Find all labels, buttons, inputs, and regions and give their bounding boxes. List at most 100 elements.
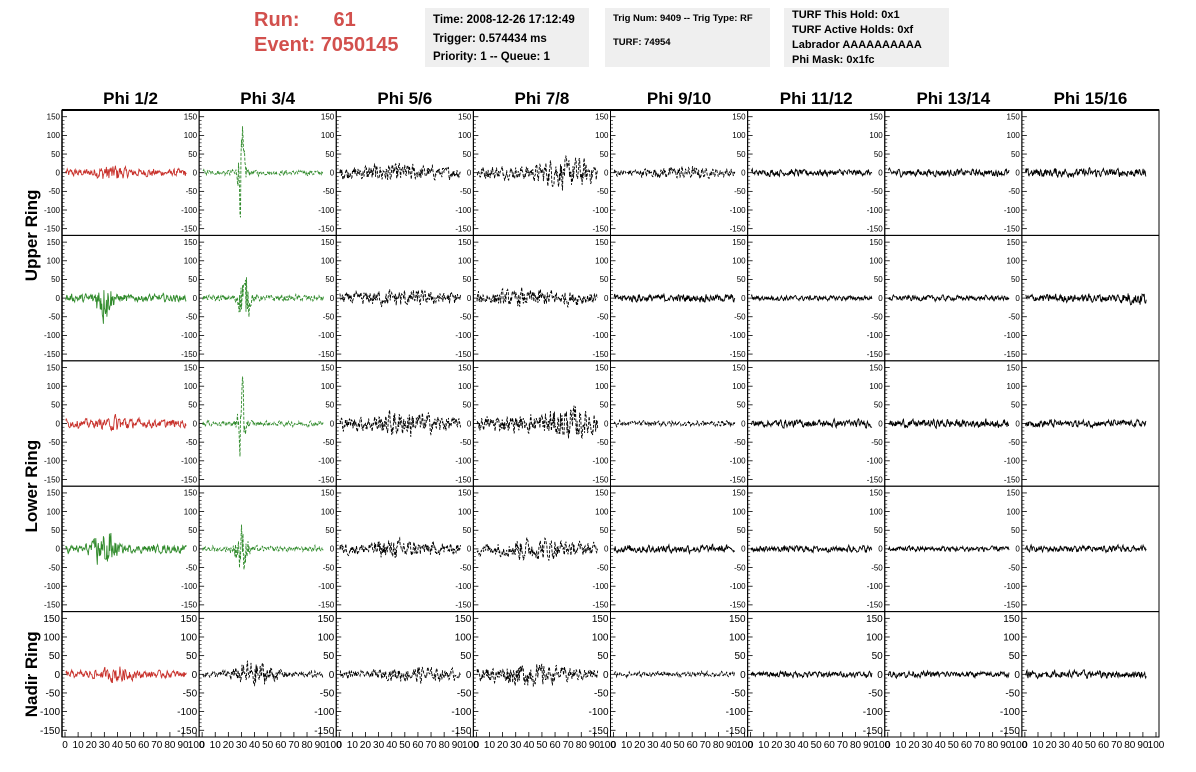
- y-tick-label: -100: [44, 457, 61, 466]
- y-tick-label: -100: [451, 707, 471, 718]
- y-tick-label: 50: [874, 401, 883, 410]
- x-tick-label: 10: [484, 740, 496, 751]
- y-tick-label: 150: [1007, 363, 1021, 372]
- y-tick-label: -150: [1004, 224, 1021, 233]
- y-tick-label: 100: [1003, 632, 1020, 643]
- y-tick-label: -150: [451, 726, 471, 737]
- y-tick-label: -100: [318, 457, 335, 466]
- y-tick-label: -100: [455, 582, 472, 591]
- x-tick-label: 40: [1072, 740, 1084, 751]
- y-tick-label: -50: [1008, 313, 1020, 322]
- waveform-trace: [613, 543, 736, 556]
- y-tick-label: 50: [51, 150, 60, 159]
- waveform-trace: [750, 543, 873, 554]
- x-tick-label: 30: [510, 740, 522, 751]
- y-tick-label: -100: [867, 206, 884, 215]
- x-tick-label: 20: [497, 740, 509, 751]
- y-tick-label: 50: [874, 275, 883, 284]
- y-tick-label: 0: [193, 545, 198, 554]
- y-tick-label: 150: [732, 489, 746, 498]
- y-tick-label: 50: [737, 526, 746, 535]
- y-tick-label: 150: [1003, 614, 1020, 625]
- y-tick-label: 100: [458, 507, 472, 516]
- y-tick-label: 100: [47, 382, 61, 391]
- waveform-trace: [1025, 166, 1147, 179]
- y-tick-label: 50: [874, 150, 883, 159]
- y-tick-label: -50: [460, 563, 472, 572]
- y-tick-label: 150: [455, 614, 472, 625]
- y-tick-label: -100: [730, 206, 747, 215]
- y-tick-label: -100: [1004, 457, 1021, 466]
- y-tick-label: 100: [595, 131, 609, 140]
- y-tick-label: 150: [866, 614, 883, 625]
- y-tick-label: 0: [1014, 670, 1020, 681]
- y-tick-label: 50: [188, 150, 197, 159]
- y-tick-label: 100: [184, 507, 198, 516]
- x-tick-label: 80: [301, 740, 313, 751]
- y-tick-label: -150: [588, 726, 608, 737]
- y-tick-label: -150: [730, 601, 747, 610]
- y-tick-label: 50: [462, 401, 471, 410]
- column-header: Phi 3/4: [240, 89, 295, 108]
- y-tick-label: 50: [188, 526, 197, 535]
- y-tick-label: 50: [325, 150, 334, 159]
- y-tick-label: 150: [592, 614, 609, 625]
- y-tick-label: -150: [181, 350, 198, 359]
- y-tick-label: 50: [600, 526, 609, 535]
- y-tick-label: -100: [318, 206, 335, 215]
- x-tick-label: 50: [1085, 740, 1097, 751]
- column-header: Phi 1/2: [103, 89, 158, 108]
- phi-mask-text: Phi Mask: 0x1fc: [792, 54, 875, 66]
- x-tick-label: 40: [523, 740, 535, 751]
- trigger-text: Trigger: 0.574434 ms: [433, 32, 547, 45]
- y-tick-label: 150: [318, 614, 335, 625]
- x-tick-label: 0: [1022, 740, 1028, 751]
- y-tick-label: -100: [455, 206, 472, 215]
- waveform-trace: [613, 292, 736, 303]
- y-tick-label: -150: [726, 726, 746, 737]
- y-tick-label: 100: [869, 507, 883, 516]
- x-tick-label: 90: [1000, 740, 1012, 751]
- y-tick-label: 0: [878, 169, 883, 178]
- waveform-trace: [339, 409, 461, 437]
- x-tick-label: 20: [771, 740, 783, 751]
- y-tick-label: 50: [51, 526, 60, 535]
- x-tick-label: 50: [811, 740, 823, 751]
- waveform-trace: [750, 669, 873, 679]
- time-info-box: Time: 2008-12-26 17:12:49 Trigger: 0.574…: [425, 8, 589, 67]
- y-tick-label: 0: [56, 545, 61, 554]
- waveform-trace: [65, 165, 187, 180]
- y-tick-label: 150: [869, 113, 883, 122]
- x-tick-label: 30: [236, 740, 248, 751]
- y-tick-label: -50: [186, 563, 198, 572]
- y-tick-label: -150: [455, 350, 472, 359]
- y-tick-label: 100: [43, 632, 60, 643]
- y-tick-label: 0: [740, 670, 746, 681]
- y-tick-label: 100: [47, 507, 61, 516]
- y-tick-label: 0: [467, 545, 472, 554]
- x-tick-label: 30: [922, 740, 934, 751]
- y-tick-label: 50: [735, 651, 747, 662]
- waveform-trace: [888, 417, 1009, 430]
- x-tick-label: 20: [908, 740, 920, 751]
- y-tick-label: 100: [732, 382, 746, 391]
- y-tick-label: 100: [184, 131, 198, 140]
- y-tick-label: 150: [184, 363, 198, 372]
- y-tick-label: 0: [877, 670, 883, 681]
- y-tick-label: 150: [732, 238, 746, 247]
- y-tick-label: -150: [867, 475, 884, 484]
- y-tick-label: -50: [460, 313, 472, 322]
- x-tick-label: 50: [948, 740, 960, 751]
- y-tick-label: 100: [184, 382, 198, 391]
- y-tick-label: 0: [604, 169, 609, 178]
- x-tick-label: 90: [177, 740, 189, 751]
- waveform-trace: [1025, 293, 1147, 306]
- y-tick-label: -100: [318, 331, 335, 340]
- y-tick-label: -150: [592, 475, 609, 484]
- y-tick-label: 50: [1011, 526, 1020, 535]
- y-tick-label: -50: [597, 563, 609, 572]
- y-tick-label: -100: [730, 457, 747, 466]
- y-tick-label: 100: [1007, 507, 1021, 516]
- y-tick-label: -50: [323, 563, 335, 572]
- y-tick-label: 100: [729, 632, 746, 643]
